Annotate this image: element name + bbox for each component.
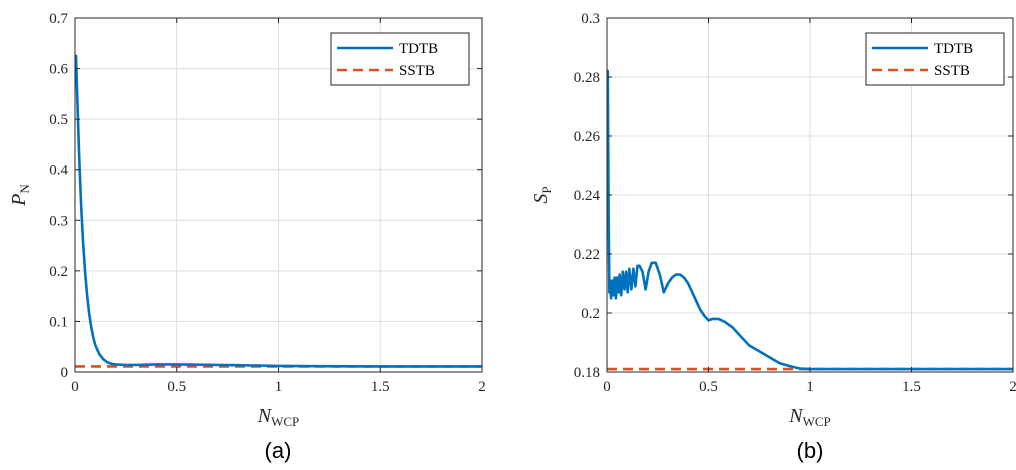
legend-box	[865, 32, 1005, 86]
legend-label-tdtb: TDTB	[399, 41, 438, 57]
y-tick-label: 0.28	[574, 70, 600, 86]
x-tick-label: 0	[603, 379, 611, 395]
x-tick-label: 2	[478, 379, 486, 395]
legend: TDTB SSTB	[865, 32, 1005, 86]
series-line-tdtb	[607, 69, 1013, 371]
legend-box	[330, 32, 470, 86]
x-tick-label: 1.5	[371, 379, 390, 395]
y-tick-label: 0.7	[49, 11, 68, 27]
panel-caption: (b)	[797, 438, 824, 463]
y-tick-label: 0	[61, 365, 69, 381]
x-tick-label: 1	[806, 379, 814, 395]
x-axis-title: NWCP	[788, 405, 831, 429]
x-tick-label: 1.5	[902, 379, 921, 395]
y-axis-title: PN	[8, 184, 32, 207]
x-tick-label: 1	[275, 379, 283, 395]
x-tick-label: 0.5	[167, 379, 186, 395]
y-tick-label: 0.1	[49, 314, 68, 330]
chart-panel-b: 0 0.5 1 1.5 2 0.18 0.2 0.22 0.24 0.26 0.28 0.3 NWCP S…	[530, 11, 1016, 463]
legend: TDTB SSTB	[330, 32, 470, 86]
y-tick-label: 0.6	[49, 62, 68, 78]
legend-label-sstb: SSTB	[934, 63, 970, 79]
x-tick-label: 0.5	[699, 379, 718, 395]
y-tick-label: 0.24	[574, 188, 601, 204]
y-axis-title: SP	[530, 186, 554, 203]
y-tick-label: 0.26	[574, 129, 601, 145]
y-tick-label: 0.2	[49, 264, 68, 280]
series-line-tdtb	[75, 54, 482, 368]
x-tick-label: 0	[71, 379, 79, 395]
y-tick-label: 0.18	[574, 365, 600, 381]
y-tick-label: 0.22	[574, 247, 600, 263]
y-tick-label: 0.2	[581, 306, 600, 322]
panel-caption: (a)	[265, 438, 292, 463]
legend-label-tdtb: TDTB	[934, 41, 973, 57]
chart-panel-a: 0 0.5 1 1.5 2 0 0.1 0.2 0.3 0.4 0.5 0.6 0.7 NWCP PN TDT…	[8, 11, 486, 463]
y-tick-label: 0.3	[581, 11, 600, 27]
y-tick-label: 0.5	[49, 112, 68, 128]
legend-label-sstb: SSTB	[399, 63, 435, 79]
x-tick-label: 2	[1009, 379, 1016, 395]
x-axis-title: NWCP	[257, 405, 300, 429]
y-tick-label: 0.4	[49, 163, 68, 179]
y-tick-label: 0.3	[49, 213, 68, 229]
